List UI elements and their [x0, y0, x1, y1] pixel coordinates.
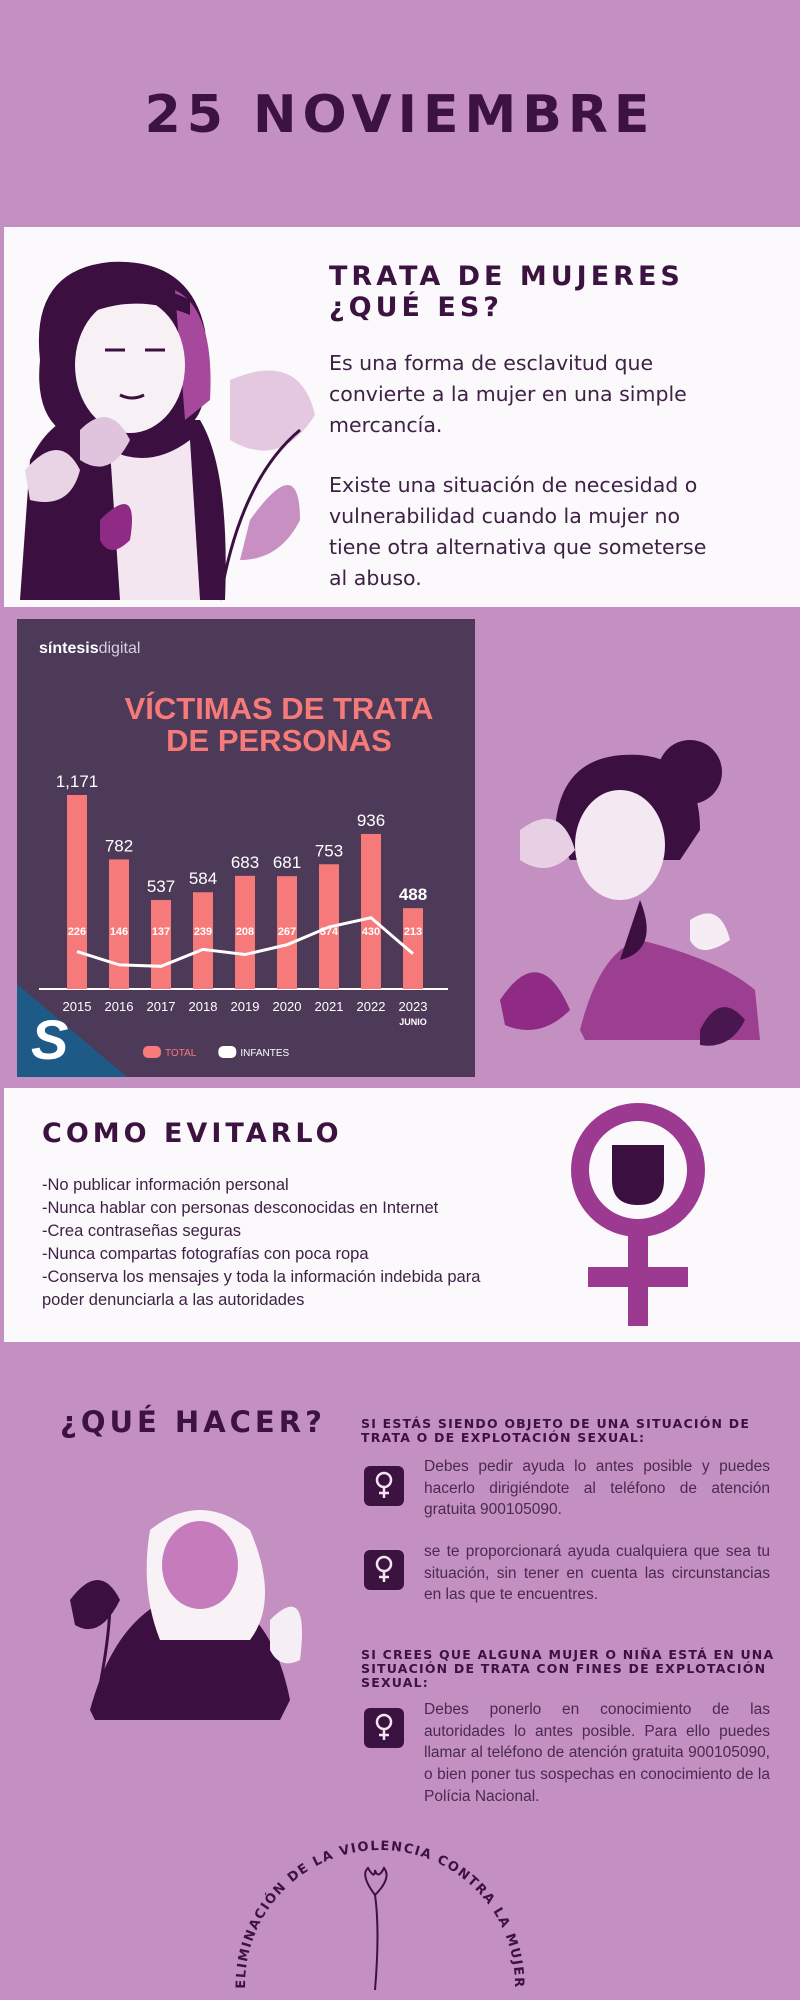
brand-name: síntesis — [39, 640, 99, 657]
bar — [193, 892, 213, 989]
value-label: 374 — [320, 926, 339, 938]
venus-symbol — [571, 1103, 705, 1326]
bar — [361, 833, 381, 989]
value-label: 753 — [315, 841, 343, 860]
x-tick-label: 2020 — [273, 999, 302, 1014]
section-title: TRATA DE MUJERES ¿QUÉ ES? — [329, 261, 684, 323]
value-label: 430 — [362, 926, 380, 938]
value-label: 267 — [278, 926, 296, 938]
bar — [235, 875, 255, 989]
chart: S síntesisdigital VÍCTIMAS DE TRATA DE P… — [17, 619, 475, 1077]
title-line: ¿QUÉ ES? — [329, 292, 503, 323]
x-tick-label: 2019 — [231, 999, 260, 1014]
tip: -Nunca compartas fotografías con poca ro… — [42, 1245, 369, 1263]
illustration-woman-3 — [70, 1510, 302, 1720]
illustration-woman — [20, 261, 315, 601]
value-label: 488 — [399, 885, 427, 904]
page-title: 25 NOVIEMBRE — [144, 85, 656, 145]
x-tick-label: 2015 — [63, 999, 92, 1014]
section-title: COMO EVITARLO — [42, 1118, 343, 1149]
value-label: 213 — [404, 926, 422, 938]
brand-suffix: digital — [99, 640, 141, 657]
x-tick-label: 2022 — [357, 999, 386, 1014]
tips-list: -No publicar información personal -Nunca … — [42, 1174, 482, 1312]
section-title: ¿QUÉ HACER? — [60, 1405, 326, 1439]
value-label: 1,171 — [56, 772, 99, 791]
logo-shape — [17, 984, 127, 1077]
bar — [277, 876, 297, 989]
brand: síntesisdigital — [39, 640, 140, 657]
value-label: 936 — [357, 811, 385, 830]
advice: Debes ponerlo en conocimiento de las aut… — [424, 1701, 770, 1805]
advice: se te proporcionará ayuda cualquiera que… — [424, 1543, 770, 1604]
x-tick-label: 2018 — [189, 999, 218, 1014]
illustration-woman-2 — [500, 740, 760, 1046]
x-tick-label: 2017 — [147, 999, 176, 1014]
sub-heading: SI ESTÁS SIENDO OBJETO DE UNA SITUACIÓN … — [361, 1416, 751, 1445]
value-label: 683 — [231, 853, 259, 872]
chart-title: VÍCTIMAS DE TRATA — [125, 691, 434, 726]
legend-label: INFANTES — [240, 1048, 289, 1059]
paragraph: Es una forma de esclavitud que convierte… — [329, 351, 687, 437]
bar — [109, 859, 129, 989]
value-label: 584 — [189, 869, 217, 888]
value-label: 681 — [273, 853, 301, 872]
value-label: 146 — [110, 926, 128, 938]
value-label: 137 — [152, 926, 170, 938]
value-label: 239 — [194, 926, 212, 938]
logo: S — [31, 1008, 68, 1071]
sub-heading: SI CREES QUE ALGUNA MUJER O NIÑA ESTÁ EN… — [361, 1647, 775, 1690]
advice: Debes pedir ayuda lo antes posible y pue… — [424, 1458, 770, 1519]
x-tick-label: 2016 — [105, 999, 134, 1014]
chart-title: DE PERSONAS — [166, 723, 392, 758]
value-label: 782 — [105, 836, 133, 855]
legend-label: TOTAL — [165, 1048, 197, 1059]
x-tick-label: 2021 — [315, 999, 344, 1014]
bullet-icons — [364, 1466, 404, 1748]
legend-swatch — [143, 1046, 161, 1058]
title-line: TRATA DE MUJERES — [329, 261, 684, 292]
value-label: 208 — [236, 926, 254, 938]
tip: -Conserva los mensajes y toda la informa… — [42, 1268, 481, 1309]
arc-text-path: ELIMINACIÓN DE LA VIOLENCIA CONTRA LA MU… — [234, 1839, 525, 1989]
line — [76, 916, 414, 968]
tip: -No publicar información personal — [42, 1176, 289, 1194]
paragraph: Existe una situación de necesidad o vuln… — [329, 473, 707, 590]
bar — [67, 795, 87, 989]
tip: -Nunca hablar con personas desconocidas … — [42, 1199, 439, 1217]
bar — [403, 908, 423, 989]
value-label: 537 — [147, 877, 175, 896]
chart-background — [17, 619, 475, 1077]
arc-text: ELIMINACIÓN DE LA VIOLENCIA CONTRA LA MU… — [234, 1839, 526, 1989]
x-note: JUNIO — [399, 1017, 427, 1027]
value-label: 226 — [68, 926, 86, 938]
bar — [151, 900, 171, 989]
x-tick-label: 2023 — [399, 999, 428, 1014]
legend-swatch — [218, 1046, 237, 1058]
tip: -Crea contraseñas seguras — [42, 1222, 242, 1240]
flower — [364, 1866, 388, 1991]
bullet-venus — [375, 1471, 393, 1740]
